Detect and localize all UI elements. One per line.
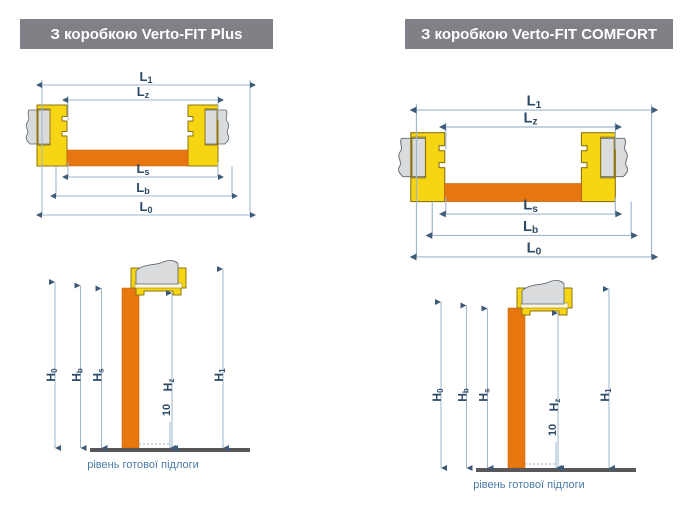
svg-text:Hz: Hz xyxy=(161,379,176,392)
svg-text:Hb: Hb xyxy=(70,368,85,382)
svg-text:Hs: Hs xyxy=(91,368,106,382)
svg-text:H1: H1 xyxy=(212,368,227,382)
svg-text:H0: H0 xyxy=(44,368,59,382)
svg-text:рівень готової підлоги: рівень готової підлоги xyxy=(87,459,199,471)
svg-text:10: 10 xyxy=(161,404,173,416)
